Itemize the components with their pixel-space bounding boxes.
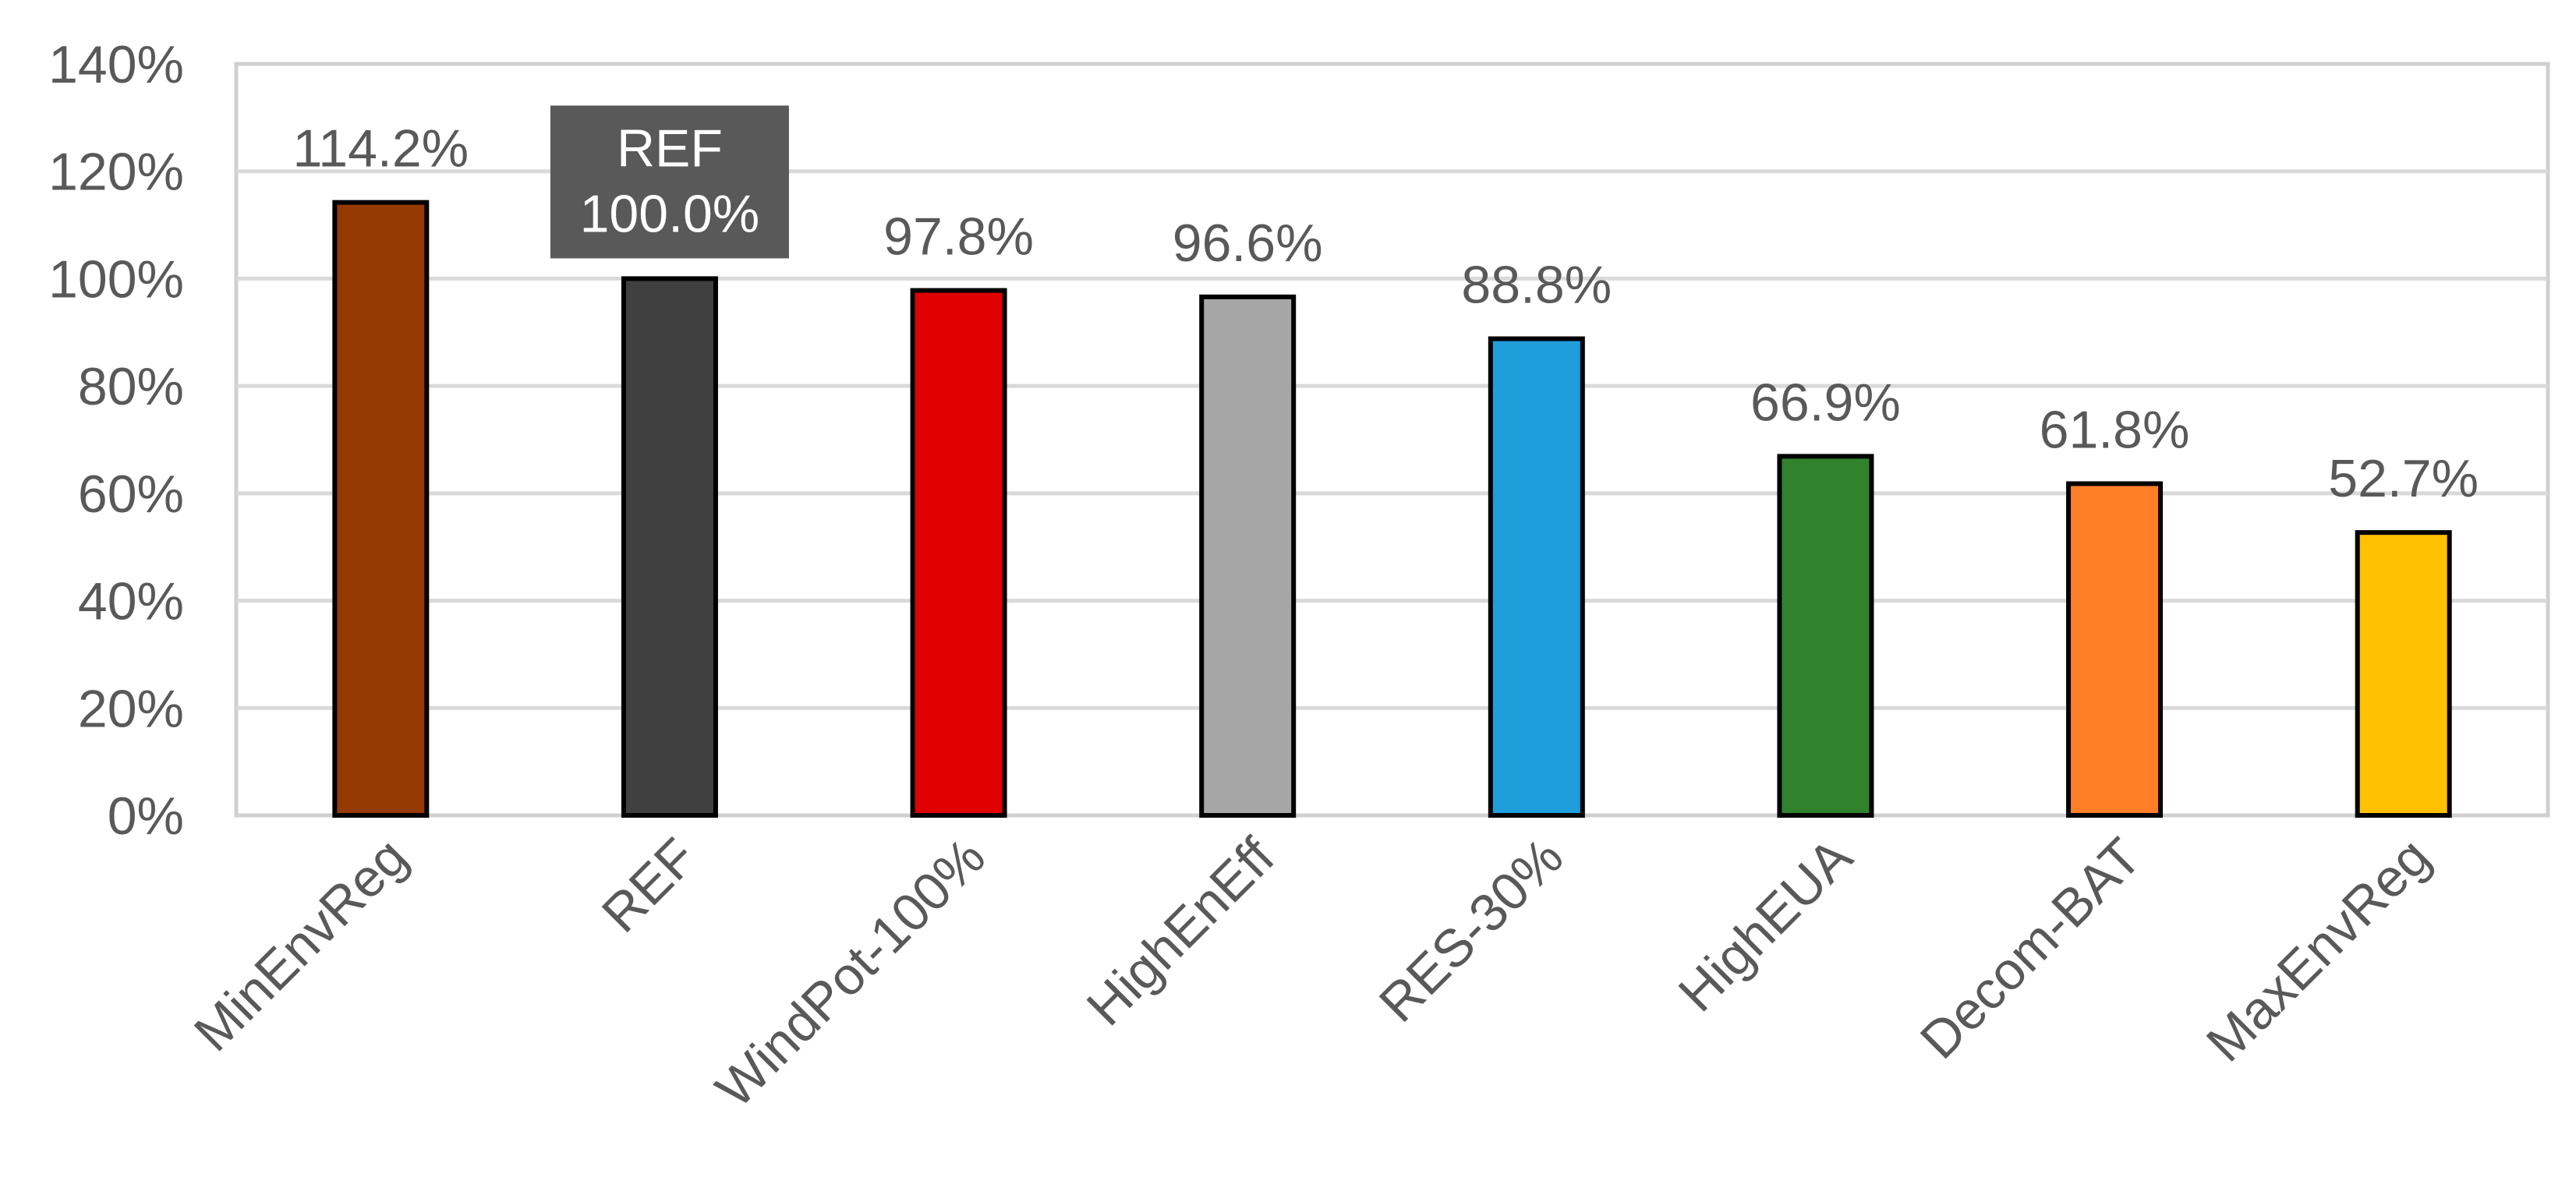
data-label: REF <box>617 118 723 178</box>
data-label: 97.8% <box>883 207 1034 267</box>
x-tick-label: MinEnvReg <box>183 827 419 1062</box>
bar <box>332 200 430 818</box>
y-tick-label: 20% <box>78 679 184 738</box>
y-tick-label: 40% <box>78 572 184 631</box>
data-label: 96.6% <box>1173 214 1323 273</box>
bar <box>621 276 718 818</box>
y-tick-label: 60% <box>78 465 184 524</box>
data-labels-layer: 114.2% REF 100.0% 97.8% 96.6% 88.8% 66.9% 61.8%… <box>293 105 2479 508</box>
x-tick-label: Decom-BAT <box>1909 827 2153 1070</box>
x-tick-label: HighEnEff <box>1075 827 1285 1037</box>
y-tick-label: 80% <box>78 357 184 416</box>
y-tick-label: 140% <box>48 35 184 94</box>
bars-layer <box>332 200 2452 818</box>
data-label: 52.7% <box>2328 449 2479 508</box>
x-tick-label: HighEUA <box>1668 826 1864 1023</box>
plot-area-frame <box>234 62 2550 818</box>
x-tick-label: REF <box>591 827 708 944</box>
ref-label-box <box>550 105 789 259</box>
bar <box>2066 481 2164 818</box>
y-tick-label: 0% <box>108 787 184 846</box>
y-tick-label: 100% <box>48 249 184 309</box>
data-label: 88.8% <box>1461 256 1612 315</box>
bar <box>2355 530 2452 818</box>
data-label: 66.9% <box>1750 373 1901 432</box>
data-label: 61.8% <box>2040 400 2190 459</box>
bar <box>1488 336 1585 818</box>
data-label: 114.2% <box>293 119 469 179</box>
x-tick-label: RES-30% <box>1368 827 1575 1034</box>
x-tick-label: WindPot-100% <box>705 827 996 1119</box>
bar <box>1199 294 1297 818</box>
y-axis: 0% 20% 40% 60% 80% 100% 120% 140% <box>48 35 184 846</box>
bar <box>1777 454 1874 818</box>
data-label: 100.0% <box>580 184 760 243</box>
bar <box>910 288 1007 818</box>
y-tick-label: 120% <box>48 143 184 202</box>
x-tick-label: MaxEnvReg <box>2196 827 2442 1073</box>
